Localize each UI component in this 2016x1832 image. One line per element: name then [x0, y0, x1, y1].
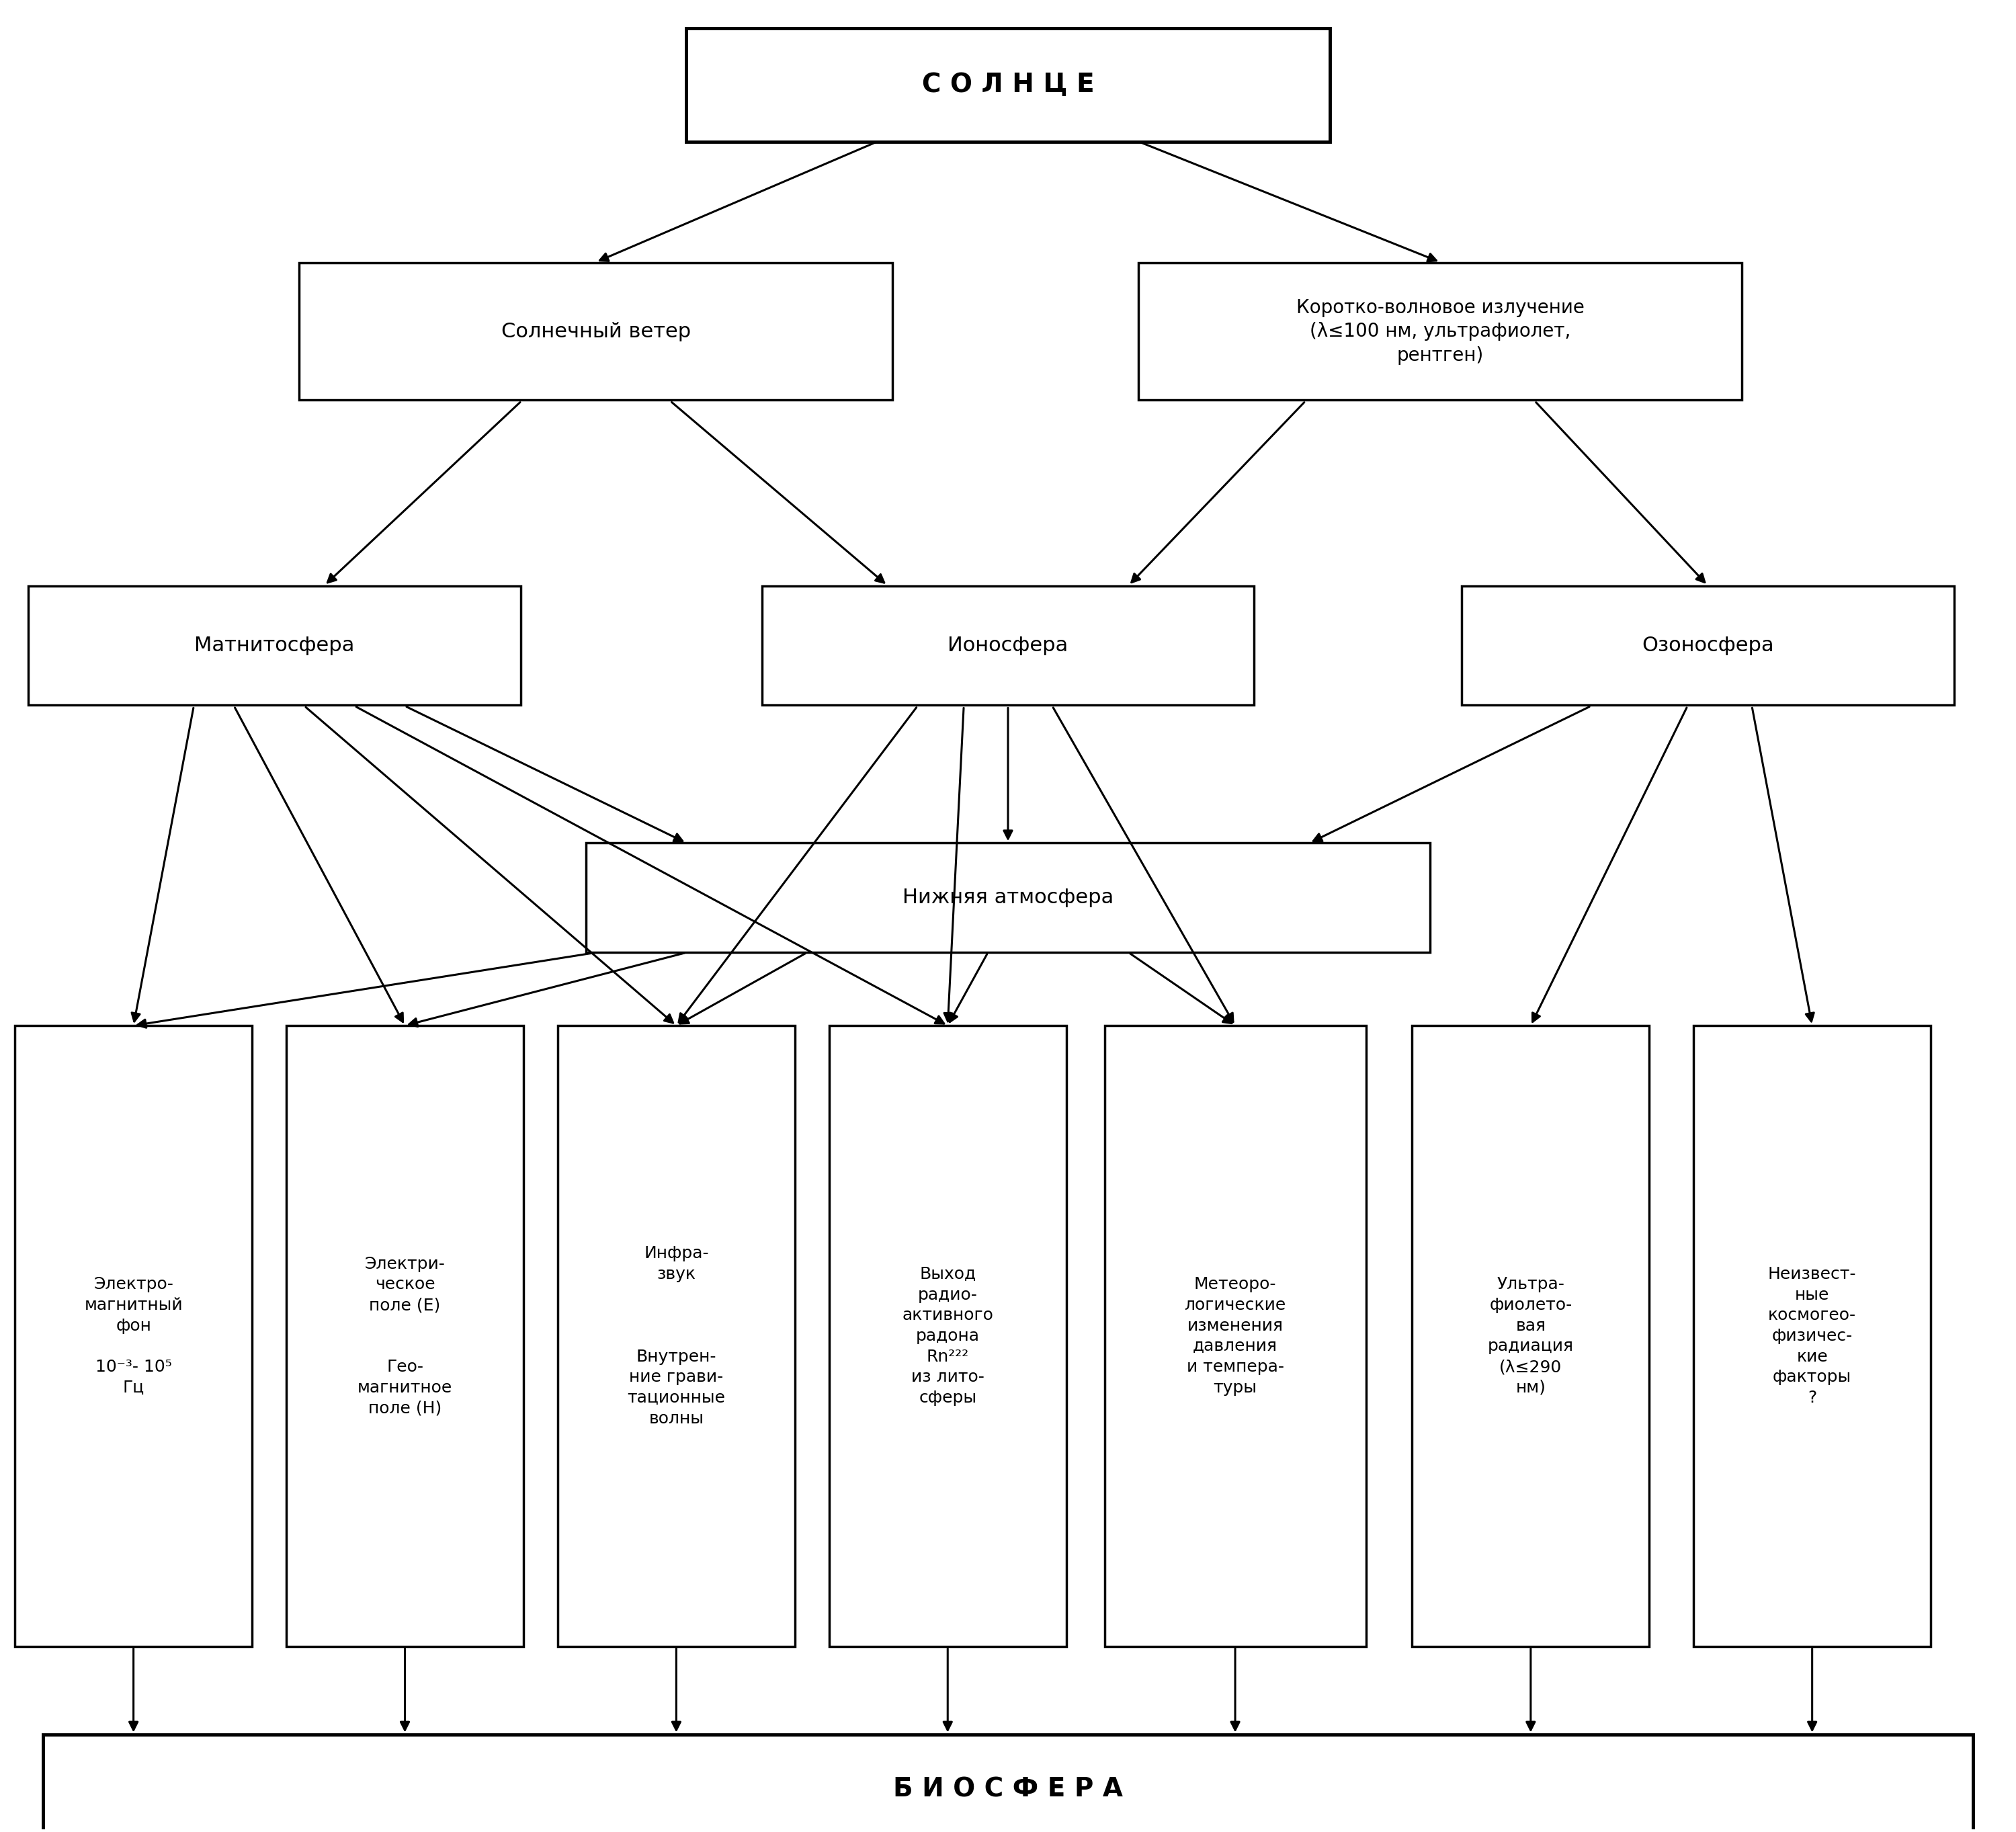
FancyBboxPatch shape	[1462, 586, 1954, 705]
FancyBboxPatch shape	[762, 586, 1254, 705]
Text: Нижняя атмосфера: Нижняя атмосфера	[903, 889, 1113, 907]
Text: Ионосфера: Ионосфера	[948, 636, 1068, 656]
Text: С О Л Н Ц Е: С О Л Н Ц Е	[921, 71, 1095, 97]
FancyBboxPatch shape	[587, 843, 1429, 953]
FancyBboxPatch shape	[28, 586, 520, 705]
Text: Матнитосфера: Матнитосфера	[194, 636, 355, 656]
Text: Инфра-
звук



Внутрен-
ние грави-
тационные
волны: Инфра- звук Внутрен- ние грави- тационны…	[627, 1246, 726, 1427]
FancyBboxPatch shape	[286, 1026, 524, 1647]
FancyBboxPatch shape	[1105, 1026, 1367, 1647]
Text: Выход
радио-
активного
радона
Rn²²²
из лито-
сферы: Выход радио- активного радона Rn²²² из л…	[901, 1266, 994, 1405]
FancyBboxPatch shape	[14, 1026, 252, 1647]
Text: Б И О С Ф Е Р А: Б И О С Ф Е Р А	[893, 1777, 1123, 1803]
FancyBboxPatch shape	[1139, 264, 1742, 399]
Text: Озоносфера: Озоносфера	[1641, 636, 1774, 656]
Text: Электри-
ческое
поле (E)


Гео-
магнитное
поле (Н): Электри- ческое поле (E) Гео- магнитное …	[357, 1257, 452, 1416]
FancyBboxPatch shape	[558, 1026, 794, 1647]
FancyBboxPatch shape	[829, 1026, 1066, 1647]
FancyBboxPatch shape	[298, 264, 893, 399]
FancyBboxPatch shape	[42, 1735, 1974, 1832]
Text: Неизвест-
ные
космогео-
физичес-
кие
факторы
?: Неизвест- ные космогео- физичес- кие фак…	[1768, 1266, 1857, 1405]
Text: Электро-
магнитный
фон

10⁻³- 10⁵
Гц: Электро- магнитный фон 10⁻³- 10⁵ Гц	[85, 1277, 183, 1396]
FancyBboxPatch shape	[1693, 1026, 1931, 1647]
Text: Коротко-волновое излучение
(λ≤100 нм, ультрафиолет,
рентген): Коротко-волновое излучение (λ≤100 нм, ул…	[1296, 299, 1585, 365]
FancyBboxPatch shape	[1411, 1026, 1649, 1647]
Text: Солнечный ветер: Солнечный ветер	[502, 322, 691, 341]
FancyBboxPatch shape	[685, 27, 1331, 141]
Text: Ультра-
фиолето-
вая
радиация
(λ≤290
нм): Ультра- фиолето- вая радиация (λ≤290 нм)	[1488, 1277, 1574, 1396]
Text: Метеоро-
логические
изменения
давления
и темпера-
туры: Метеоро- логические изменения давления и…	[1183, 1277, 1286, 1396]
